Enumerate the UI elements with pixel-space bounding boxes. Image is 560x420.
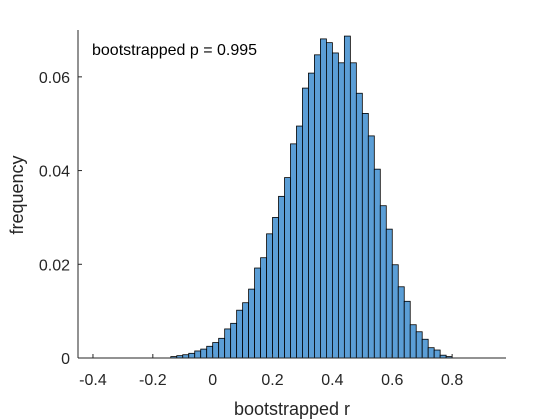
x-tick-label: 0.8 — [441, 372, 463, 389]
histogram-bar — [218, 337, 226, 359]
x-ticks: -0.4 -0.2 0 0.2 0.4 0.6 0.8 — [79, 354, 463, 389]
histogram-bar — [397, 286, 405, 359]
x-tick-label: 0 — [208, 372, 217, 389]
histogram-bar — [260, 257, 267, 359]
histogram-bar — [314, 54, 321, 359]
y-tick-label: 0.06 — [39, 70, 70, 87]
histogram-bar — [355, 92, 363, 359]
histogram-bar — [409, 324, 417, 359]
histogram-bar — [242, 302, 250, 359]
histogram-bar — [403, 300, 411, 359]
histogram-bar — [248, 288, 255, 359]
y-ticks: 0 0.02 0.04 0.06 — [39, 70, 82, 368]
histogram-bar — [332, 52, 339, 359]
histogram-bar — [302, 87, 309, 359]
y-tick-label: 0.02 — [39, 257, 70, 274]
histogram-bar — [343, 35, 351, 359]
x-tick-label: 0.4 — [321, 372, 343, 389]
histogram-bar — [326, 42, 333, 359]
histogram-bar — [385, 228, 393, 359]
histogram-bar — [373, 168, 381, 359]
histogram-bar — [290, 143, 297, 359]
histogram-bar — [236, 309, 244, 359]
x-tick-label: 0.2 — [261, 372, 283, 389]
histogram-bar — [188, 352, 196, 359]
histogram-bar — [361, 113, 369, 359]
histogram-bar — [200, 348, 208, 359]
histogram-bar — [421, 338, 429, 359]
histogram-bar — [367, 135, 375, 359]
histogram-bar — [415, 331, 423, 359]
axes — [77, 30, 506, 359]
histogram-bar — [391, 264, 399, 359]
histogram-bar — [230, 322, 238, 359]
annotation-text: bootstrapped p = 0.995 — [92, 42, 257, 59]
histogram-bar — [349, 62, 357, 359]
x-tick-label: -0.4 — [79, 372, 107, 389]
histogram-bar — [337, 62, 345, 359]
y-axis-label: frequency — [7, 155, 27, 234]
histogram-bar — [296, 125, 303, 359]
histogram-bar — [206, 345, 214, 359]
histogram-bars — [170, 35, 453, 359]
histogram-bar — [427, 347, 435, 359]
histogram-bar — [224, 328, 232, 359]
x-tick-label: 0.6 — [381, 372, 403, 389]
y-tick-label: 0 — [61, 351, 70, 368]
histogram-bar — [254, 267, 261, 359]
histogram-bar — [379, 205, 387, 359]
histogram-bar — [272, 217, 279, 359]
histogram-bar — [433, 349, 441, 359]
histogram-bar — [284, 177, 291, 359]
histogram-bar — [212, 342, 220, 359]
x-tick-label: -0.2 — [139, 372, 167, 389]
histogram-bar — [320, 38, 327, 359]
x-axis-label: bootstrapped r — [234, 399, 350, 419]
histogram-bar — [266, 233, 273, 359]
histogram-bar — [278, 195, 285, 359]
histogram-bar — [308, 72, 315, 359]
histogram-bar — [194, 350, 202, 359]
y-tick-label: 0.04 — [39, 164, 70, 181]
